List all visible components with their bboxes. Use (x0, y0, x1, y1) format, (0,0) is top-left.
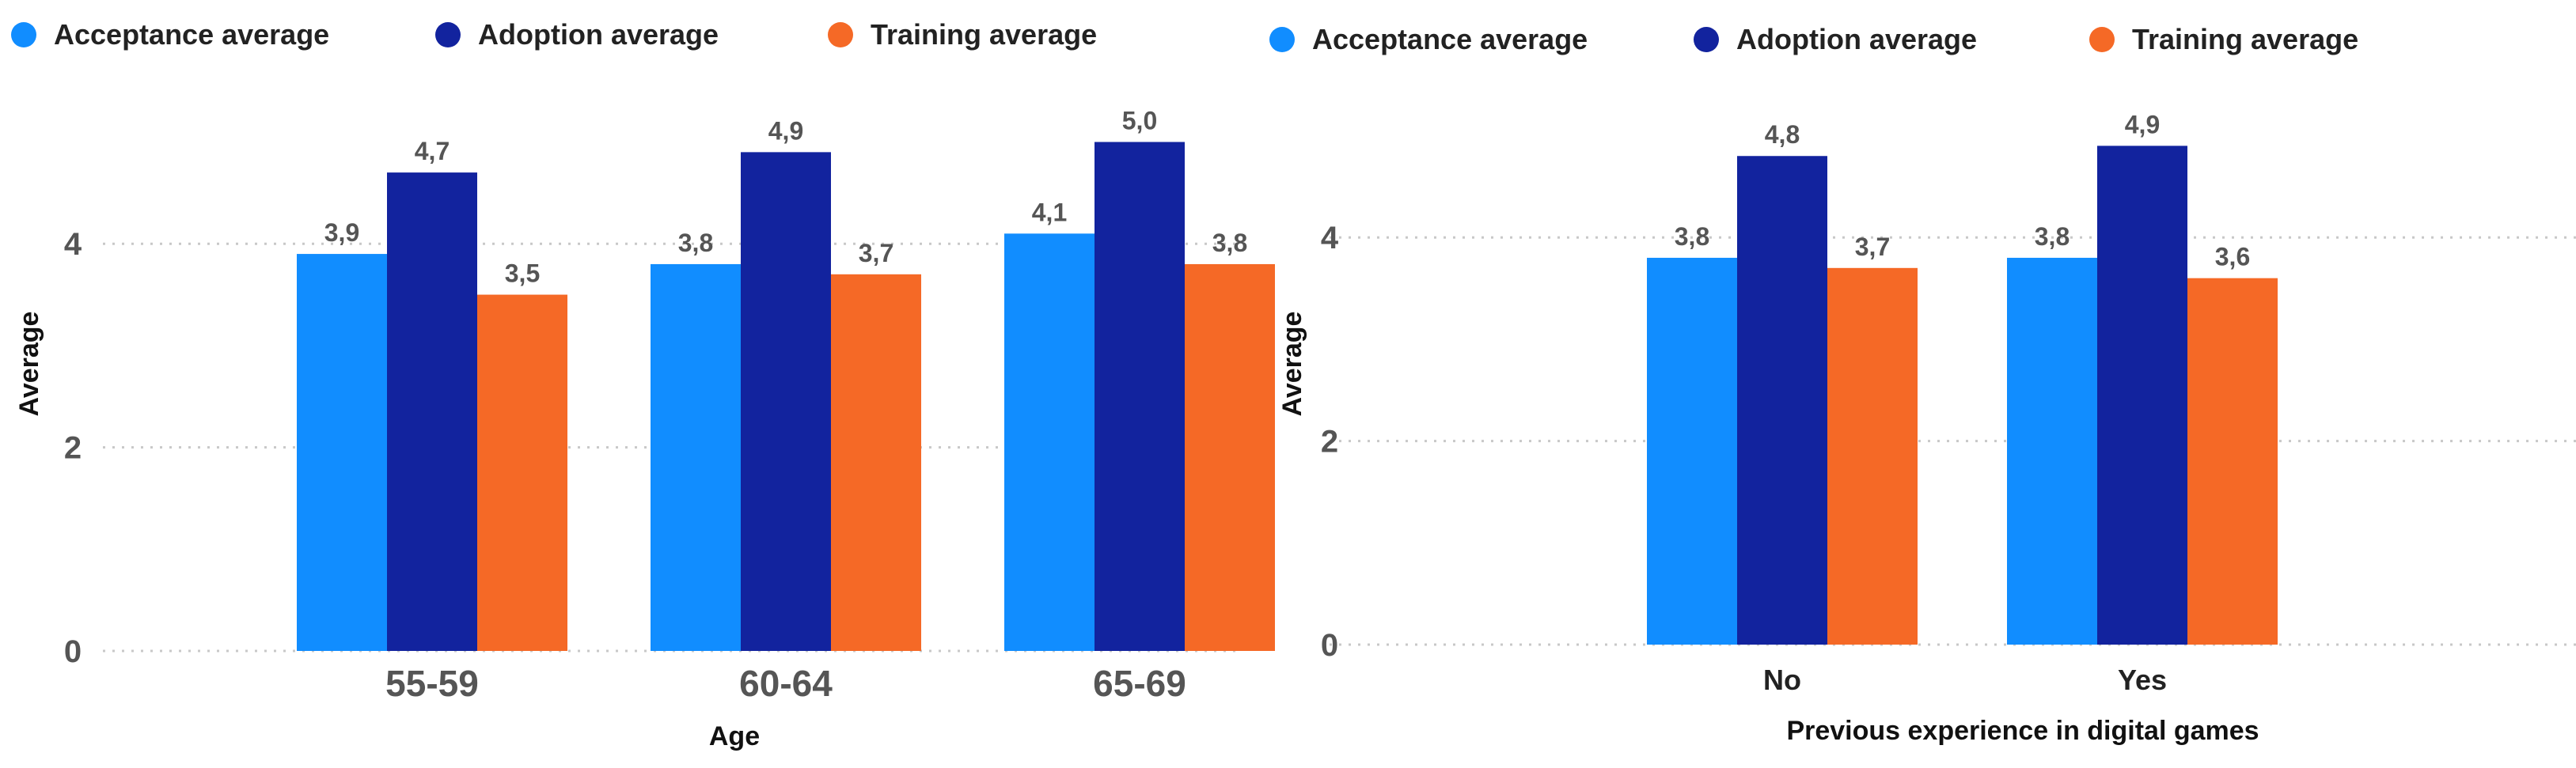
chart1-bar-55-59-1 (297, 254, 387, 651)
chart1-bar-65-69-2 (1095, 142, 1185, 651)
chart1-category-label-60-64: 60-64 (739, 663, 833, 704)
chart2-y-tick-4: 4 (1321, 221, 1339, 255)
chart2-bar-yes-3 (2187, 278, 2278, 645)
chart1-legend-label-1: Acceptance average (54, 18, 329, 51)
chart2-legend-marker-3 (2089, 27, 2115, 52)
chart2-bar-yes-1 (2007, 257, 2097, 645)
chart2-legend-marker-1 (1269, 27, 1295, 52)
chart1-legend-label-3: Training average (871, 18, 1097, 51)
chart2-data-label-no-3: 3,7 (1855, 233, 1890, 261)
chart2-y-axis-title: Average (1277, 312, 1307, 417)
chart1-y-tick-4: 4 (64, 227, 82, 262)
chart2-legend-label-1: Acceptance average (1312, 23, 1588, 55)
chart1-bar-60-64-1 (651, 263, 741, 651)
chart1-data-label-65-69-3: 3,8 (1212, 229, 1247, 257)
chart1-data-label-55-59-2: 4,7 (415, 137, 450, 165)
chart1-bar-65-69-3 (1185, 263, 1275, 651)
chart1-category-label-65-69: 65-69 (1093, 663, 1186, 704)
chart1-y-tick-0: 0 (64, 634, 82, 669)
chart1-data-label-60-64-3: 3,7 (859, 239, 893, 267)
chart1-data-label-60-64-1: 3,8 (678, 229, 713, 257)
chart2-data-label-no-2: 4,8 (1765, 120, 1800, 149)
chart2-category-label-no: No (1763, 664, 1801, 696)
chart1-data-label-55-59-1: 3,9 (324, 218, 359, 247)
chart2-legend-label-3: Training average (2132, 23, 2358, 55)
chart2-bar-no-2 (1737, 156, 1827, 645)
chart1-bar-60-64-3 (831, 274, 921, 651)
chart1-legend-marker-3 (828, 22, 853, 47)
chart1-y-tick-2: 2 (64, 431, 82, 466)
chart1-bar-55-59-2 (387, 172, 477, 652)
chart2-bar-no-3 (1827, 267, 1918, 645)
chart1-legend-marker-1 (11, 22, 36, 47)
chart1-data-label-60-64-2: 4,9 (768, 116, 803, 145)
chart2-data-label-yes-2: 4,9 (2125, 110, 2160, 138)
chart1-data-label-55-59-3: 3,5 (505, 259, 540, 288)
chart1-y-axis-title: Average (14, 312, 44, 417)
chart2-data-label-yes-1: 3,8 (2035, 222, 2070, 251)
chart2-bar-yes-2 (2097, 146, 2187, 645)
chart1-x-axis-title: Age (709, 721, 760, 751)
chart2-data-label-yes-3: 3,6 (2215, 243, 2250, 271)
chart1-data-label-65-69-2: 5,0 (1122, 107, 1157, 135)
chart2-legend-label-2: Adoption average (1736, 23, 1977, 55)
chart1-bar-60-64-2 (741, 152, 831, 651)
chart2-y-tick-2: 2 (1321, 425, 1338, 460)
chart1-data-label-65-69-1: 4,1 (1032, 198, 1067, 226)
chart1-bar-55-59-3 (477, 294, 567, 651)
chart1-legend-marker-2 (435, 22, 461, 47)
chart1-bar-65-69-1 (1004, 233, 1095, 652)
chart1-legend-label-2: Adoption average (478, 18, 719, 51)
chart2-x-axis-title: Previous experience in digital games (1786, 716, 2259, 746)
chart2-y-tick-0: 0 (1321, 628, 1338, 663)
chart2-bar-no-1 (1647, 257, 1737, 645)
chart1-category-label-55-59: 55-59 (385, 663, 479, 704)
chart2-category-label-yes: Yes (2118, 664, 2167, 696)
chart2-legend-marker-2 (1694, 27, 1719, 52)
chart2-data-label-no-1: 3,8 (1675, 222, 1709, 251)
